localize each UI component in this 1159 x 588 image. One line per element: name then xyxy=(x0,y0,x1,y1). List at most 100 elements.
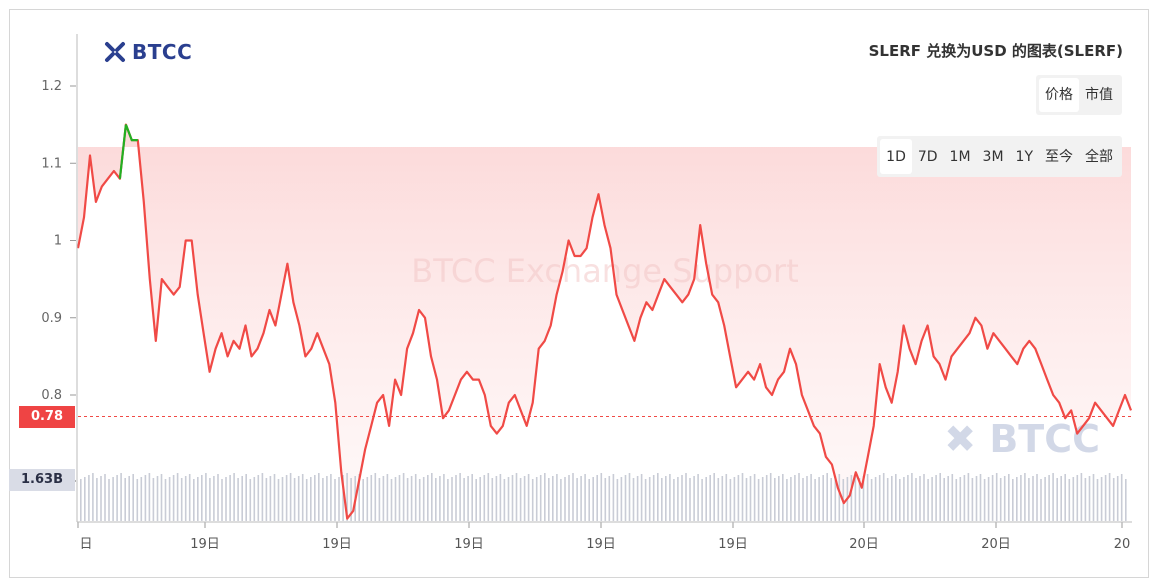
volume-bar xyxy=(523,476,526,521)
volume-bar xyxy=(1060,476,1062,521)
view-toggle: 价格 市值 xyxy=(1036,75,1122,115)
volume-bar xyxy=(539,475,542,521)
volume-bar xyxy=(305,479,308,521)
volume-bar xyxy=(362,479,364,521)
volume-bar xyxy=(148,473,151,521)
volume-bar xyxy=(1072,477,1075,521)
volume-bar xyxy=(1096,479,1099,521)
volume-bar xyxy=(1084,478,1087,521)
volume-bar xyxy=(471,474,473,521)
volume-bar xyxy=(931,477,933,521)
volume-bar xyxy=(1068,479,1071,521)
brand-logo: BTCC xyxy=(104,40,192,64)
range-1d-button[interactable]: 1D xyxy=(880,139,912,174)
volume-bar xyxy=(318,473,320,521)
volume-bar xyxy=(721,476,724,521)
x-tick-label: 20日 xyxy=(981,537,1011,552)
volume-bar xyxy=(584,474,586,521)
volume-bar xyxy=(1120,474,1123,521)
volume-bar xyxy=(249,479,252,521)
volume-bar xyxy=(620,477,623,521)
volume-bar xyxy=(632,478,635,521)
y-tick-label: 1.1 xyxy=(41,156,62,171)
volume-bar xyxy=(604,478,607,521)
volume-bar xyxy=(560,479,562,521)
range-1y-button[interactable]: 1Y xyxy=(1015,149,1033,165)
volume-bar xyxy=(507,477,510,521)
volume-bar xyxy=(987,477,990,521)
volume-bar xyxy=(334,479,336,521)
volume-bar xyxy=(418,479,421,521)
volume-bar xyxy=(786,479,788,521)
range-1m-button[interactable]: 1M xyxy=(949,149,971,165)
volume-bar xyxy=(955,479,958,521)
volume-bar xyxy=(269,476,272,521)
volume-bar xyxy=(188,474,191,521)
volume-bar xyxy=(265,478,268,521)
volume-bar xyxy=(479,477,481,521)
volume-bar xyxy=(806,476,808,521)
volume-bar xyxy=(564,477,566,521)
volume-bar xyxy=(1012,479,1014,521)
volume-bar xyxy=(999,478,1002,521)
volume-bar xyxy=(495,476,498,521)
volume-bar xyxy=(96,478,98,521)
volume-bar xyxy=(600,473,603,521)
volume-bar xyxy=(725,474,728,521)
volume-bar xyxy=(366,477,369,521)
volume-bar xyxy=(515,473,518,521)
volume-bar xyxy=(156,476,159,521)
volume-bar xyxy=(858,478,861,521)
x-tick-label: 日 xyxy=(79,537,92,552)
price-line-up-segment xyxy=(118,124,138,179)
volume-bar xyxy=(1044,477,1046,521)
range-all-button[interactable]: 全部 xyxy=(1085,149,1113,165)
volume-bar xyxy=(168,477,171,521)
btcc-logo-icon xyxy=(105,42,125,62)
volume-bar xyxy=(1020,475,1022,521)
volume-bar xyxy=(975,476,978,521)
volume-bar xyxy=(261,473,264,521)
volume-bar xyxy=(761,477,764,521)
volume-bar xyxy=(439,476,441,521)
volume-bar xyxy=(205,473,207,521)
volume-bar xyxy=(1116,476,1119,521)
volume-bar xyxy=(451,477,453,521)
volume-bar xyxy=(398,475,401,521)
volume-bar xyxy=(774,478,776,521)
volume-bar xyxy=(374,473,377,521)
volume-bar xyxy=(798,473,800,521)
volume-bar xyxy=(511,475,514,521)
volume-bar xyxy=(685,473,687,521)
volume-bar xyxy=(693,476,695,521)
y-tick-label: 0.8 xyxy=(41,388,62,403)
volume-bar xyxy=(648,477,651,521)
volume-bar xyxy=(1092,474,1095,521)
range-ytd-button[interactable]: 至今 xyxy=(1045,149,1073,165)
volume-bar xyxy=(592,477,594,521)
volume-bar xyxy=(475,479,477,521)
volume-bar xyxy=(184,476,187,521)
volume-bar xyxy=(769,473,772,521)
volume-bar xyxy=(531,479,534,521)
volume-bar xyxy=(197,477,199,521)
volume-bar xyxy=(491,478,494,521)
volume-bar xyxy=(713,473,715,521)
volume-bar xyxy=(568,475,570,521)
volume-bar xyxy=(92,473,94,521)
volume-bar xyxy=(237,478,239,521)
tab-market-cap[interactable]: 市值 xyxy=(1085,87,1113,103)
volume-bar xyxy=(907,475,909,521)
volume-bar xyxy=(193,479,195,521)
volume-bar xyxy=(959,477,962,521)
tab-price[interactable]: 价格 xyxy=(1039,78,1079,112)
volume-bar xyxy=(281,477,284,521)
range-7d-button[interactable]: 7D xyxy=(917,149,938,165)
volume-bar xyxy=(705,477,707,521)
volume-bar xyxy=(967,473,970,521)
volume-bar xyxy=(1048,475,1050,521)
volume-bar xyxy=(1016,477,1018,521)
volume-bar xyxy=(874,477,877,521)
range-3m-button[interactable]: 3M xyxy=(982,149,1004,165)
